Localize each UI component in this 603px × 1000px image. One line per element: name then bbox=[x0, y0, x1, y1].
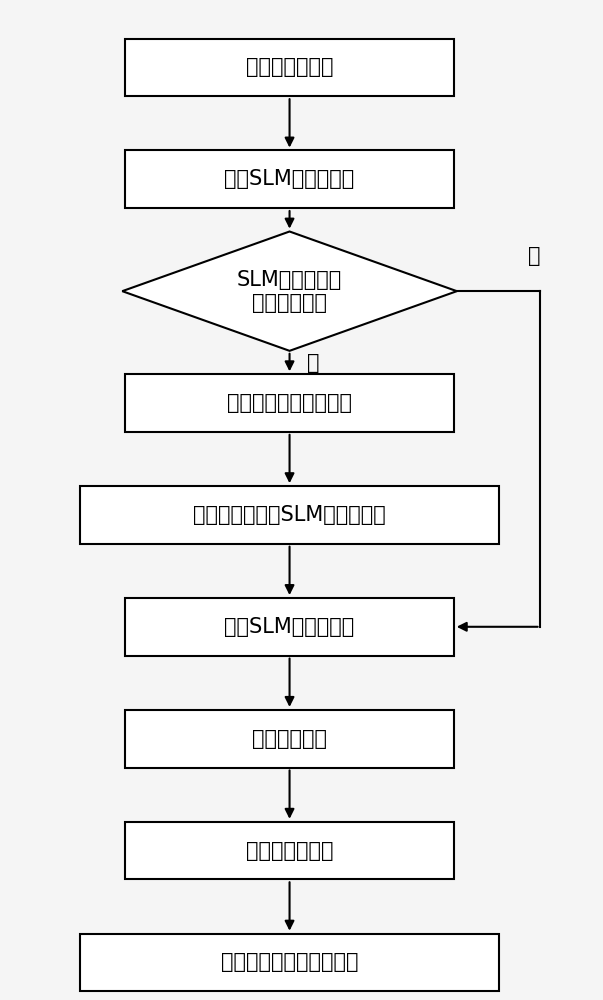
Text: 是: 是 bbox=[528, 246, 541, 266]
Text: 采集移相干涉图: 采集移相干涉图 bbox=[246, 841, 333, 861]
Bar bbox=[125, 822, 454, 879]
Bar bbox=[125, 374, 454, 432]
Text: 求解SLM调制灰度图: 求解SLM调制灰度图 bbox=[224, 617, 355, 637]
Text: 调制参考波前: 调制参考波前 bbox=[252, 729, 327, 749]
Text: 否: 否 bbox=[308, 353, 320, 373]
Text: 解算被测非球面面形误差: 解算被测非球面面形误差 bbox=[221, 952, 358, 972]
Text: 计算部分补偿后SLM目标调制量: 计算部分补偿后SLM目标调制量 bbox=[193, 505, 386, 525]
Polygon shape bbox=[122, 232, 457, 351]
Bar bbox=[125, 150, 454, 208]
Text: 计算非球面像差: 计算非球面像差 bbox=[246, 57, 333, 77]
Bar bbox=[80, 934, 499, 991]
Bar bbox=[125, 710, 454, 768]
Text: SLM最大调制量
满足调制目标: SLM最大调制量 满足调制目标 bbox=[237, 270, 342, 313]
Text: 计算SLM目标调制量: 计算SLM目标调制量 bbox=[224, 169, 355, 189]
Bar bbox=[125, 598, 454, 656]
Bar bbox=[125, 39, 454, 96]
Text: 在被测面前插入补偿器: 在被测面前插入补偿器 bbox=[227, 393, 352, 413]
Bar bbox=[80, 486, 499, 544]
